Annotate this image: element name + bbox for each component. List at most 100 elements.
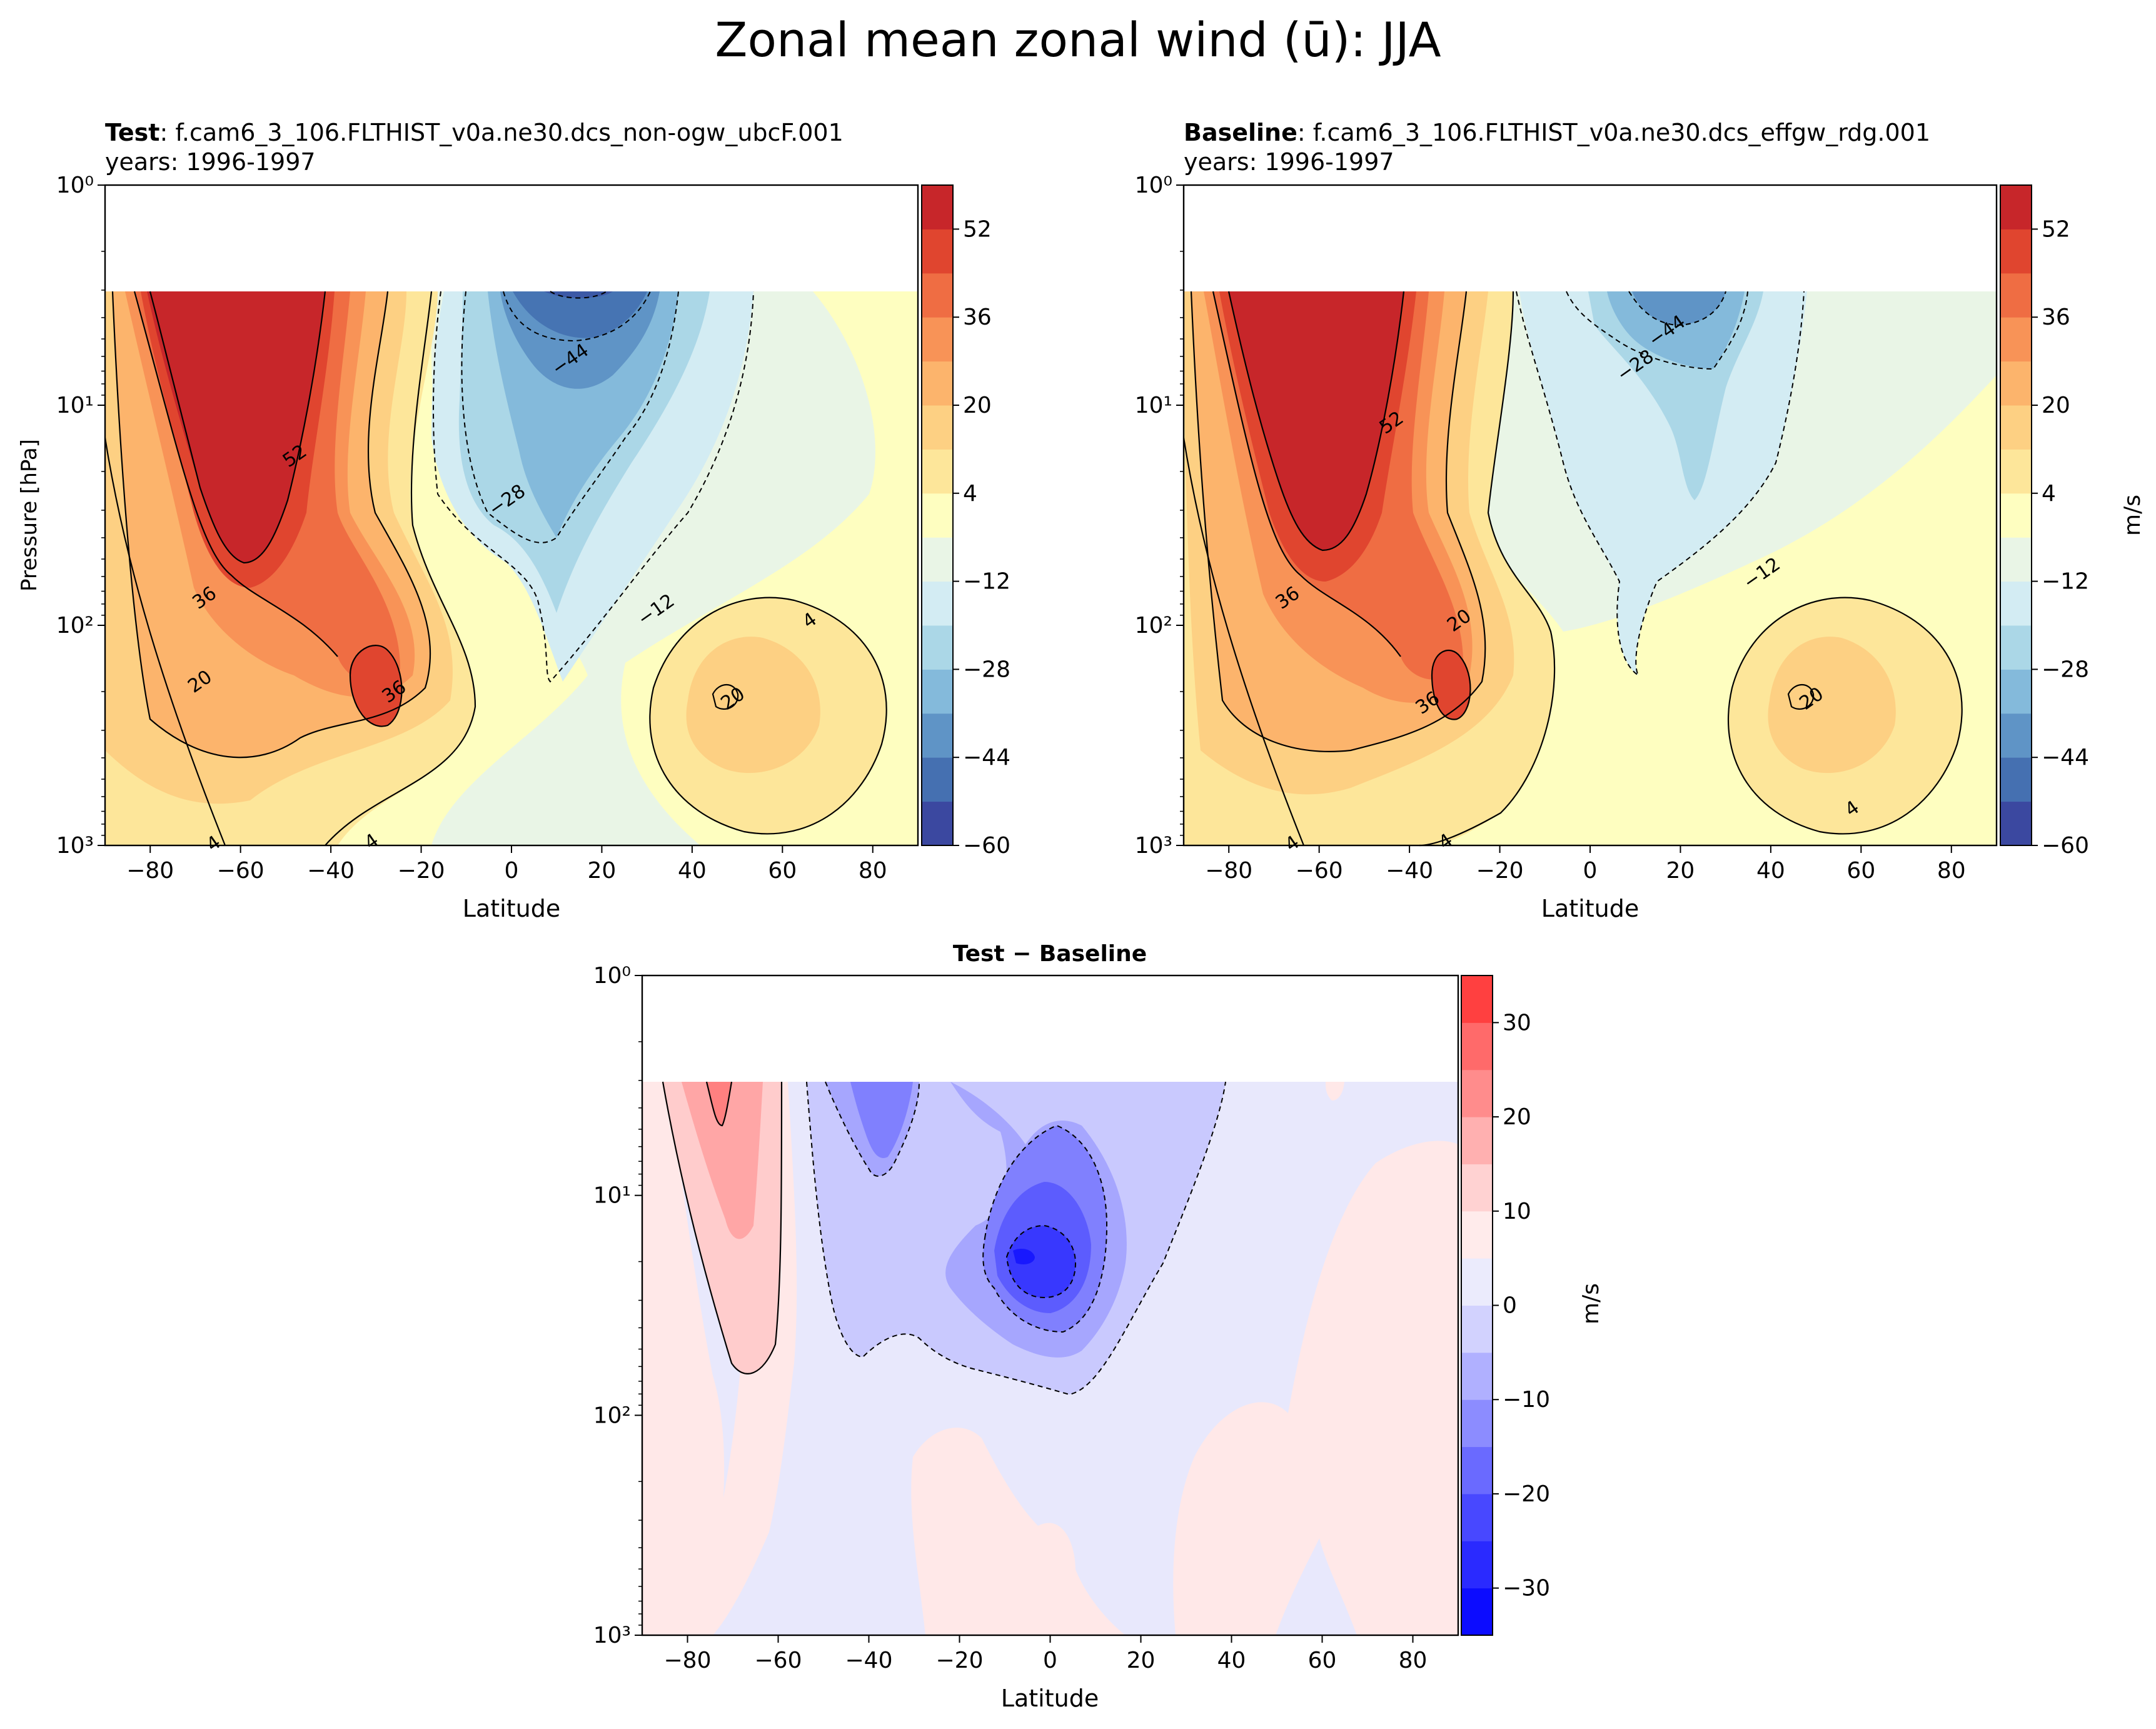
difference-contour-neg15 bbox=[982, 1124, 1108, 1333]
test-xtick-label: −20 bbox=[398, 858, 445, 884]
baseline-colorbar-frame bbox=[2000, 184, 2032, 846]
difference-xtick-label: −80 bbox=[664, 1648, 712, 1673]
test-colorbar-band bbox=[922, 405, 953, 450]
test-label-case: : f.cam6_3_106.FLTHIST_v0a.ne30.dcs_non-… bbox=[159, 119, 843, 146]
baseline-colorbar-tick-label: 36 bbox=[2042, 305, 2070, 330]
difference-fill-positive-nh bbox=[1173, 1141, 1458, 1635]
baseline-contour-20 bbox=[1190, 291, 1486, 752]
test-colorbar-band bbox=[922, 273, 953, 318]
baseline-xtick-label: −20 bbox=[1476, 858, 1524, 884]
test-label: Test: f.cam6_3_106.FLTHIST_v0a.ne30.dcs_… bbox=[105, 119, 844, 146]
test-contour-neg60 bbox=[550, 291, 607, 299]
difference-colorbar-label: m/s bbox=[1578, 1283, 1604, 1324]
baseline-colorbar-tick-label: −28 bbox=[2042, 657, 2089, 682]
difference-contour-lines bbox=[662, 1081, 783, 1374]
baseline-colorbar-tick-label: −12 bbox=[2042, 569, 2089, 595]
baseline-colorbar-band bbox=[2000, 317, 2032, 362]
baseline-colorbar-band bbox=[2000, 713, 2032, 758]
baseline-colorbar-band bbox=[2000, 625, 2032, 670]
baseline-xtick-label: −60 bbox=[1296, 858, 1343, 884]
difference-ytick-label: 10² bbox=[593, 1403, 631, 1428]
difference-no-data-region bbox=[642, 975, 1458, 1082]
test-ytick-label: 10⁰ bbox=[56, 173, 94, 198]
baseline-xtick-label: 60 bbox=[1846, 858, 1875, 884]
test-fill-westerly-52 bbox=[147, 291, 325, 563]
baseline-xtick-label: 40 bbox=[1756, 858, 1785, 884]
baseline-no-data-region bbox=[1184, 185, 1997, 291]
difference-fill-positive-tropics bbox=[911, 1428, 1126, 1635]
difference-xlabel: Latitude bbox=[1001, 1685, 1099, 1712]
test-contour-4-south bbox=[104, 437, 226, 846]
baseline-contour-lines-dashed bbox=[1516, 291, 1805, 677]
test-fill-jet-core-36 bbox=[350, 645, 402, 727]
difference-colorbar-band bbox=[1461, 1588, 1493, 1636]
baseline-xtick-label: 80 bbox=[1937, 858, 1966, 884]
difference-colorbar-tick-label: 10 bbox=[1503, 1199, 1531, 1224]
test-colorbar-tick-label: −12 bbox=[963, 569, 1010, 595]
difference-colorbar-band bbox=[1461, 1305, 1493, 1353]
baseline-xlabel: Latitude bbox=[1541, 895, 1639, 922]
baseline-colorbar-band bbox=[2000, 361, 2032, 406]
baseline-contour-field bbox=[1184, 291, 1997, 845]
difference-colorbar-tick-label: −20 bbox=[1503, 1481, 1550, 1507]
difference-colorbar-band bbox=[1461, 1164, 1493, 1212]
baseline-contour-36-core bbox=[1431, 650, 1471, 720]
test-colorbar-band bbox=[922, 625, 953, 670]
difference-colorbar-band bbox=[1461, 1493, 1493, 1541]
test-colorbar-band bbox=[922, 537, 953, 582]
difference-title: Test − Baseline bbox=[953, 941, 1147, 967]
test-colorbar-band bbox=[922, 317, 953, 362]
difference-colorbar-band bbox=[1461, 1069, 1493, 1117]
baseline-xtick-label: 0 bbox=[1583, 858, 1598, 884]
difference-xtick-label: −60 bbox=[755, 1648, 802, 1673]
difference-colorbar-band bbox=[1461, 1022, 1493, 1071]
test-fill-nh-jet-12 bbox=[686, 637, 820, 774]
difference-fill-positive-core bbox=[682, 1082, 763, 1239]
difference-xtick-label: 40 bbox=[1217, 1648, 1246, 1673]
baseline-xtick-label: 20 bbox=[1666, 858, 1695, 884]
test-fill-easterly-44 bbox=[513, 291, 647, 338]
baseline-label-bold: Baseline bbox=[1184, 119, 1297, 146]
baseline-colorbar-tick-label: 52 bbox=[2042, 216, 2070, 242]
panel-difference: Test − Baseline bbox=[593, 941, 1604, 1712]
test-colorbar-band bbox=[922, 449, 953, 494]
test-xtick-label: 20 bbox=[588, 858, 617, 884]
baseline-colorbar-tick-label: −60 bbox=[2042, 833, 2089, 859]
difference-fill-positive-southern bbox=[642, 1082, 725, 1635]
test-colorbar-band bbox=[922, 757, 953, 802]
difference-contour-lines-dashed bbox=[806, 1081, 1226, 1396]
test-contour-4-mid bbox=[325, 291, 476, 846]
difference-fill-negative-15 bbox=[850, 1082, 913, 1158]
baseline-colorbar-band bbox=[2000, 185, 2032, 229]
difference-xtick-label: 0 bbox=[1043, 1648, 1057, 1673]
baseline-ytick-label: 10³ bbox=[1135, 833, 1172, 859]
difference-xtick-label: −40 bbox=[845, 1648, 893, 1673]
baseline-colorbar-band bbox=[2000, 493, 2032, 538]
baseline-colorbar-band bbox=[2000, 405, 2032, 450]
test-xtick-label: −80 bbox=[126, 858, 174, 884]
baseline-fill-easterly-36 bbox=[1632, 291, 1726, 325]
difference-xtick-label: 60 bbox=[1308, 1648, 1337, 1673]
test-label-bold: Test bbox=[105, 119, 159, 146]
test-colorbar-band bbox=[922, 801, 953, 846]
baseline-contour-nh-20 bbox=[1787, 684, 1815, 710]
test-contour-nh-20 bbox=[712, 684, 739, 710]
test-xlabel: Latitude bbox=[463, 895, 560, 922]
baseline-label: Baseline: f.cam6_3_106.FLTHIST_v0a.ne30.… bbox=[1184, 119, 1930, 146]
baseline-contour-neg12 bbox=[1516, 291, 1805, 677]
test-contour-nh-4 bbox=[649, 597, 887, 835]
test-colorbar-band bbox=[922, 669, 953, 714]
baseline-colorbar-band bbox=[2000, 273, 2032, 318]
test-colorbar-band bbox=[922, 581, 953, 626]
baseline-colorbar-band bbox=[2000, 581, 2032, 626]
difference-ytick-label: 10¹ bbox=[593, 1183, 631, 1209]
test-colorbar-band bbox=[922, 229, 953, 274]
difference-contour-5 bbox=[662, 1081, 783, 1374]
test-colorbar-tick-label: −60 bbox=[963, 833, 1010, 859]
baseline-ytick-label: 10¹ bbox=[1135, 393, 1172, 418]
test-xtick-label: 60 bbox=[768, 858, 797, 884]
baseline-fill-easterly-12 bbox=[1519, 291, 1807, 675]
difference-colorbar-band bbox=[1461, 1399, 1493, 1448]
test-xtick-label: 0 bbox=[505, 858, 519, 884]
